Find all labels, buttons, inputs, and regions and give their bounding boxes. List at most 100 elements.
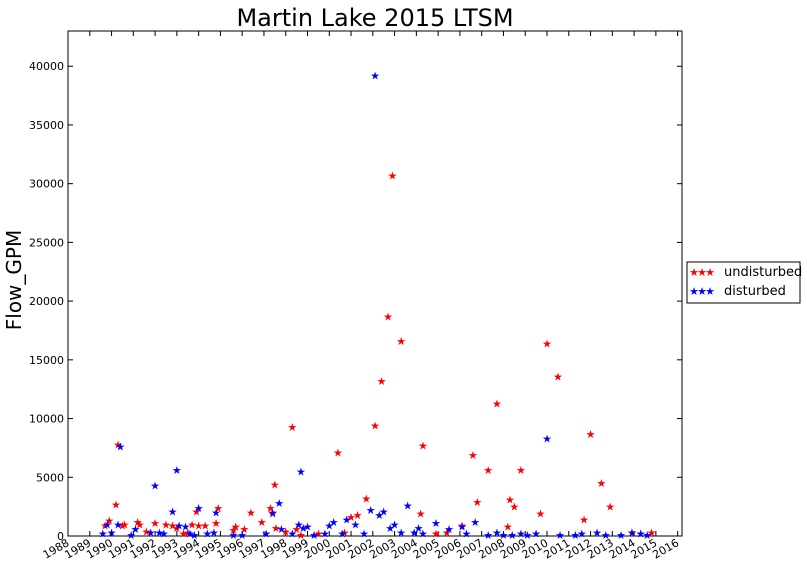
data-point-disturbed-68: ★ <box>601 529 611 542</box>
data-point-disturbed-11: ★ <box>168 505 178 518</box>
data-point-disturbed-5: ★ <box>126 529 136 542</box>
legend: ★★★ undisturbed★★★ disturbed <box>686 261 802 304</box>
data-point-undisturbed-28: ★ <box>270 478 280 491</box>
data-point-disturbed-23: ★ <box>261 528 271 541</box>
legend-box <box>686 261 801 304</box>
data-point-undisturbed-0: ★ <box>100 519 110 532</box>
data-point-undisturbed-46: ★ <box>418 440 428 453</box>
data-point-disturbed-15: ★ <box>185 528 195 541</box>
data-point-undisturbed-8: ★ <box>141 525 151 538</box>
data-point-undisturbed-54: ★ <box>503 521 513 534</box>
data-point-disturbed-46: ★ <box>396 526 406 539</box>
data-point-disturbed-17: ★ <box>194 502 204 515</box>
data-point-disturbed-29: ★ <box>296 465 306 478</box>
data-point-undisturbed-52: ★ <box>483 464 493 477</box>
y-tick-label: 0 <box>57 530 64 543</box>
data-point-undisturbed-4: ★ <box>117 519 127 532</box>
data-point-undisturbed-60: ★ <box>553 370 563 383</box>
data-point-disturbed-21: ★ <box>229 529 239 542</box>
data-point-disturbed-12: ★ <box>172 464 182 477</box>
data-point-undisturbed-53: ★ <box>492 397 502 410</box>
data-point-undisturbed-39: ★ <box>361 492 371 505</box>
legend-label-disturbed: disturbed <box>724 284 786 299</box>
data-point-disturbed-26: ★ <box>276 523 286 536</box>
data-point-disturbed-37: ★ <box>342 514 352 527</box>
plot-area <box>67 30 683 537</box>
data-point-undisturbed-2: ★ <box>111 498 121 511</box>
data-point-disturbed-24: ★ <box>268 507 278 520</box>
data-point-disturbed-8: ★ <box>150 480 160 493</box>
data-point-undisturbed-20: ★ <box>213 502 223 515</box>
data-point-undisturbed-33: ★ <box>296 529 306 542</box>
data-point-disturbed-31: ★ <box>303 521 313 534</box>
data-point-disturbed-3: ★ <box>113 518 123 531</box>
data-point-disturbed-60: ★ <box>516 528 526 541</box>
data-point-disturbed-58: ★ <box>499 529 509 542</box>
data-point-undisturbed-35: ★ <box>333 447 343 460</box>
data-point-undisturbed-64: ★ <box>605 501 615 514</box>
data-point-undisturbed-56: ★ <box>509 501 519 514</box>
data-point-undisturbed-51: ★ <box>472 496 482 509</box>
y-tick-label: 40000 <box>29 60 64 73</box>
data-point-disturbed-0: ★ <box>98 528 108 541</box>
data-point-undisturbed-19: ★ <box>211 517 221 530</box>
data-point-disturbed-65: ★ <box>570 529 580 542</box>
data-point-undisturbed-41: ★ <box>377 375 387 388</box>
legend-marker-undisturbed: ★ <box>705 266 715 279</box>
data-point-undisturbed-17: ★ <box>194 519 204 532</box>
data-point-undisturbed-27: ★ <box>268 508 278 521</box>
data-point-disturbed-34: ★ <box>324 519 334 532</box>
data-point-disturbed-32: ★ <box>309 529 319 542</box>
data-point-undisturbed-29: ★ <box>271 522 281 535</box>
data-point-disturbed-10: ★ <box>159 528 169 541</box>
data-point-disturbed-41: ★ <box>370 70 380 83</box>
data-point-undisturbed-36: ★ <box>340 526 350 539</box>
legend-marker-undisturbed: ★ <box>689 266 699 279</box>
data-point-undisturbed-30: ★ <box>281 525 291 538</box>
data-point-disturbed-57: ★ <box>492 526 502 539</box>
data-point-undisturbed-61: ★ <box>579 514 589 527</box>
legend-label-undisturbed: undisturbed <box>724 265 802 280</box>
data-point-undisturbed-16: ★ <box>192 505 202 518</box>
y-tick-label: 5000 <box>36 471 64 484</box>
data-point-disturbed-45: ★ <box>390 518 400 531</box>
data-point-undisturbed-66: ★ <box>636 528 646 541</box>
data-point-undisturbed-1: ★ <box>104 515 114 528</box>
data-point-disturbed-30: ★ <box>298 522 308 535</box>
data-point-undisturbed-37: ★ <box>346 511 356 524</box>
data-point-disturbed-16: ★ <box>189 529 199 542</box>
data-point-disturbed-36: ★ <box>337 528 347 541</box>
data-point-undisturbed-40: ★ <box>370 420 380 433</box>
data-point-undisturbed-11: ★ <box>168 519 178 532</box>
data-point-undisturbed-38: ★ <box>353 509 363 522</box>
data-point-undisturbed-48: ★ <box>442 526 452 539</box>
data-point-disturbed-6: ★ <box>131 523 141 536</box>
data-point-disturbed-39: ★ <box>359 528 369 541</box>
data-point-disturbed-44: ★ <box>385 522 395 535</box>
data-markers: ★★★★★★ ★★★★ ★★★★★★★★★ ★★★★★★★★★★★ ★★★★ ★★★★★★… <box>98 70 657 542</box>
data-point-undisturbed-18: ★ <box>200 519 210 532</box>
y-tick-label: 35000 <box>29 119 64 132</box>
data-point-disturbed-47: ★ <box>403 499 413 512</box>
y-axis: 0 5000 10000 15000 20000 25000 30000 35000 40000 <box>29 60 682 543</box>
data-point-undisturbed-50: ★ <box>468 449 478 462</box>
data-point-undisturbed-14: ★ <box>183 526 193 539</box>
data-point-undisturbed-31: ★ <box>287 421 297 434</box>
data-point-disturbed-33: ★ <box>320 528 330 541</box>
data-point-undisturbed-45: ★ <box>416 508 426 521</box>
data-point-disturbed-2: ★ <box>107 526 117 539</box>
data-point-disturbed-62: ★ <box>531 528 541 541</box>
data-point-disturbed-13: ★ <box>174 519 184 532</box>
data-point-undisturbed-21: ★ <box>229 524 239 537</box>
data-point-disturbed-25: ★ <box>274 497 284 510</box>
data-point-disturbed-19: ★ <box>209 526 219 539</box>
data-point-undisturbed-22: ★ <box>231 521 241 534</box>
data-point-undisturbed-5: ★ <box>120 518 130 531</box>
data-point-disturbed-9: ★ <box>155 526 165 539</box>
data-point-undisturbed-25: ★ <box>257 516 267 529</box>
data-point-disturbed-49: ★ <box>414 522 424 535</box>
data-point-disturbed-14: ★ <box>181 521 191 534</box>
y-tick-label: 15000 <box>29 354 64 367</box>
data-point-undisturbed-62: ★ <box>586 428 596 441</box>
